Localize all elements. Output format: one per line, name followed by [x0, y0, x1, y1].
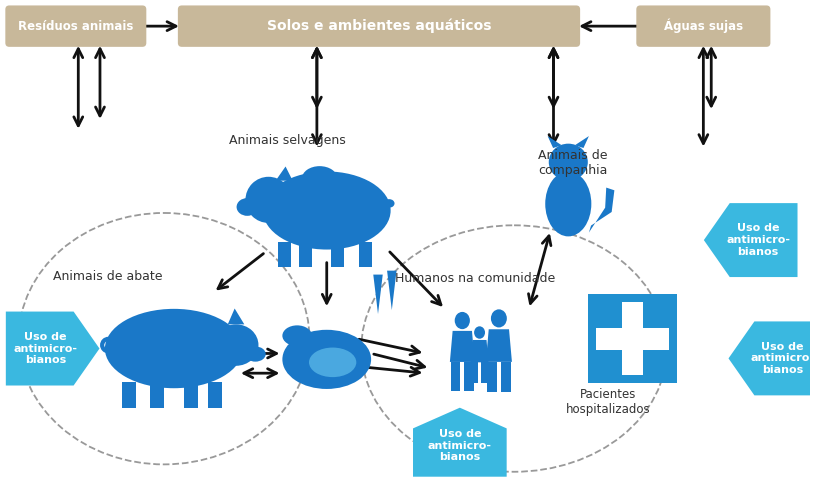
Ellipse shape: [245, 346, 265, 362]
Ellipse shape: [455, 312, 469, 329]
Text: Uso de
antimicro-
bianos: Uso de antimicro- bianos: [428, 429, 491, 462]
Polygon shape: [228, 308, 244, 324]
Ellipse shape: [237, 198, 257, 216]
Polygon shape: [470, 340, 488, 362]
Polygon shape: [387, 271, 396, 310]
Ellipse shape: [491, 309, 506, 328]
Ellipse shape: [263, 172, 390, 249]
Ellipse shape: [301, 166, 337, 191]
FancyBboxPatch shape: [331, 243, 343, 267]
Ellipse shape: [105, 309, 242, 388]
FancyBboxPatch shape: [122, 382, 136, 408]
Text: Animais selvagens: Animais selvagens: [229, 134, 346, 147]
Ellipse shape: [383, 199, 394, 208]
Polygon shape: [373, 275, 382, 314]
Polygon shape: [547, 136, 561, 148]
Ellipse shape: [282, 325, 311, 346]
Polygon shape: [727, 321, 819, 396]
Text: Pacientes
hospitalizados: Pacientes hospitalizados: [565, 388, 649, 416]
Polygon shape: [485, 329, 511, 362]
FancyBboxPatch shape: [359, 243, 372, 267]
FancyBboxPatch shape: [278, 243, 290, 267]
Ellipse shape: [548, 144, 587, 181]
FancyBboxPatch shape: [464, 362, 473, 391]
FancyBboxPatch shape: [500, 362, 510, 392]
Polygon shape: [703, 203, 797, 277]
FancyBboxPatch shape: [299, 243, 311, 267]
Ellipse shape: [213, 324, 258, 366]
Polygon shape: [588, 187, 613, 233]
FancyBboxPatch shape: [184, 382, 198, 408]
FancyBboxPatch shape: [587, 294, 676, 383]
Polygon shape: [574, 136, 588, 148]
Text: Uso de
antimicro-
bianos: Uso de antimicro- bianos: [13, 332, 77, 365]
Ellipse shape: [473, 326, 484, 338]
Text: Águas sujas: Águas sujas: [663, 19, 742, 33]
FancyBboxPatch shape: [208, 382, 222, 408]
FancyBboxPatch shape: [150, 382, 163, 408]
FancyBboxPatch shape: [178, 5, 579, 47]
FancyBboxPatch shape: [621, 302, 642, 375]
Polygon shape: [450, 331, 474, 362]
Text: Humanos na comunidade: Humanos na comunidade: [394, 272, 554, 285]
FancyBboxPatch shape: [481, 362, 487, 383]
Polygon shape: [413, 408, 506, 477]
FancyBboxPatch shape: [6, 5, 146, 47]
Polygon shape: [275, 166, 292, 181]
Ellipse shape: [282, 330, 371, 389]
Ellipse shape: [309, 347, 356, 377]
Ellipse shape: [245, 177, 292, 223]
Text: Resíduos animais: Resíduos animais: [18, 20, 133, 32]
FancyBboxPatch shape: [636, 5, 770, 47]
Text: Solos e ambientes aquáticos: Solos e ambientes aquáticos: [266, 19, 491, 33]
Text: Animais de
companhia: Animais de companhia: [538, 150, 607, 178]
Text: Animais de abate: Animais de abate: [53, 270, 162, 283]
FancyBboxPatch shape: [595, 328, 668, 349]
Text: Uso de
antimicro-
bianos: Uso de antimicro- bianos: [725, 223, 790, 257]
Ellipse shape: [545, 171, 590, 236]
FancyBboxPatch shape: [471, 362, 477, 383]
FancyBboxPatch shape: [486, 362, 496, 392]
Text: Uso de
antimicro-
bianos: Uso de antimicro- bianos: [750, 342, 814, 375]
Polygon shape: [6, 311, 99, 386]
FancyBboxPatch shape: [450, 362, 459, 391]
